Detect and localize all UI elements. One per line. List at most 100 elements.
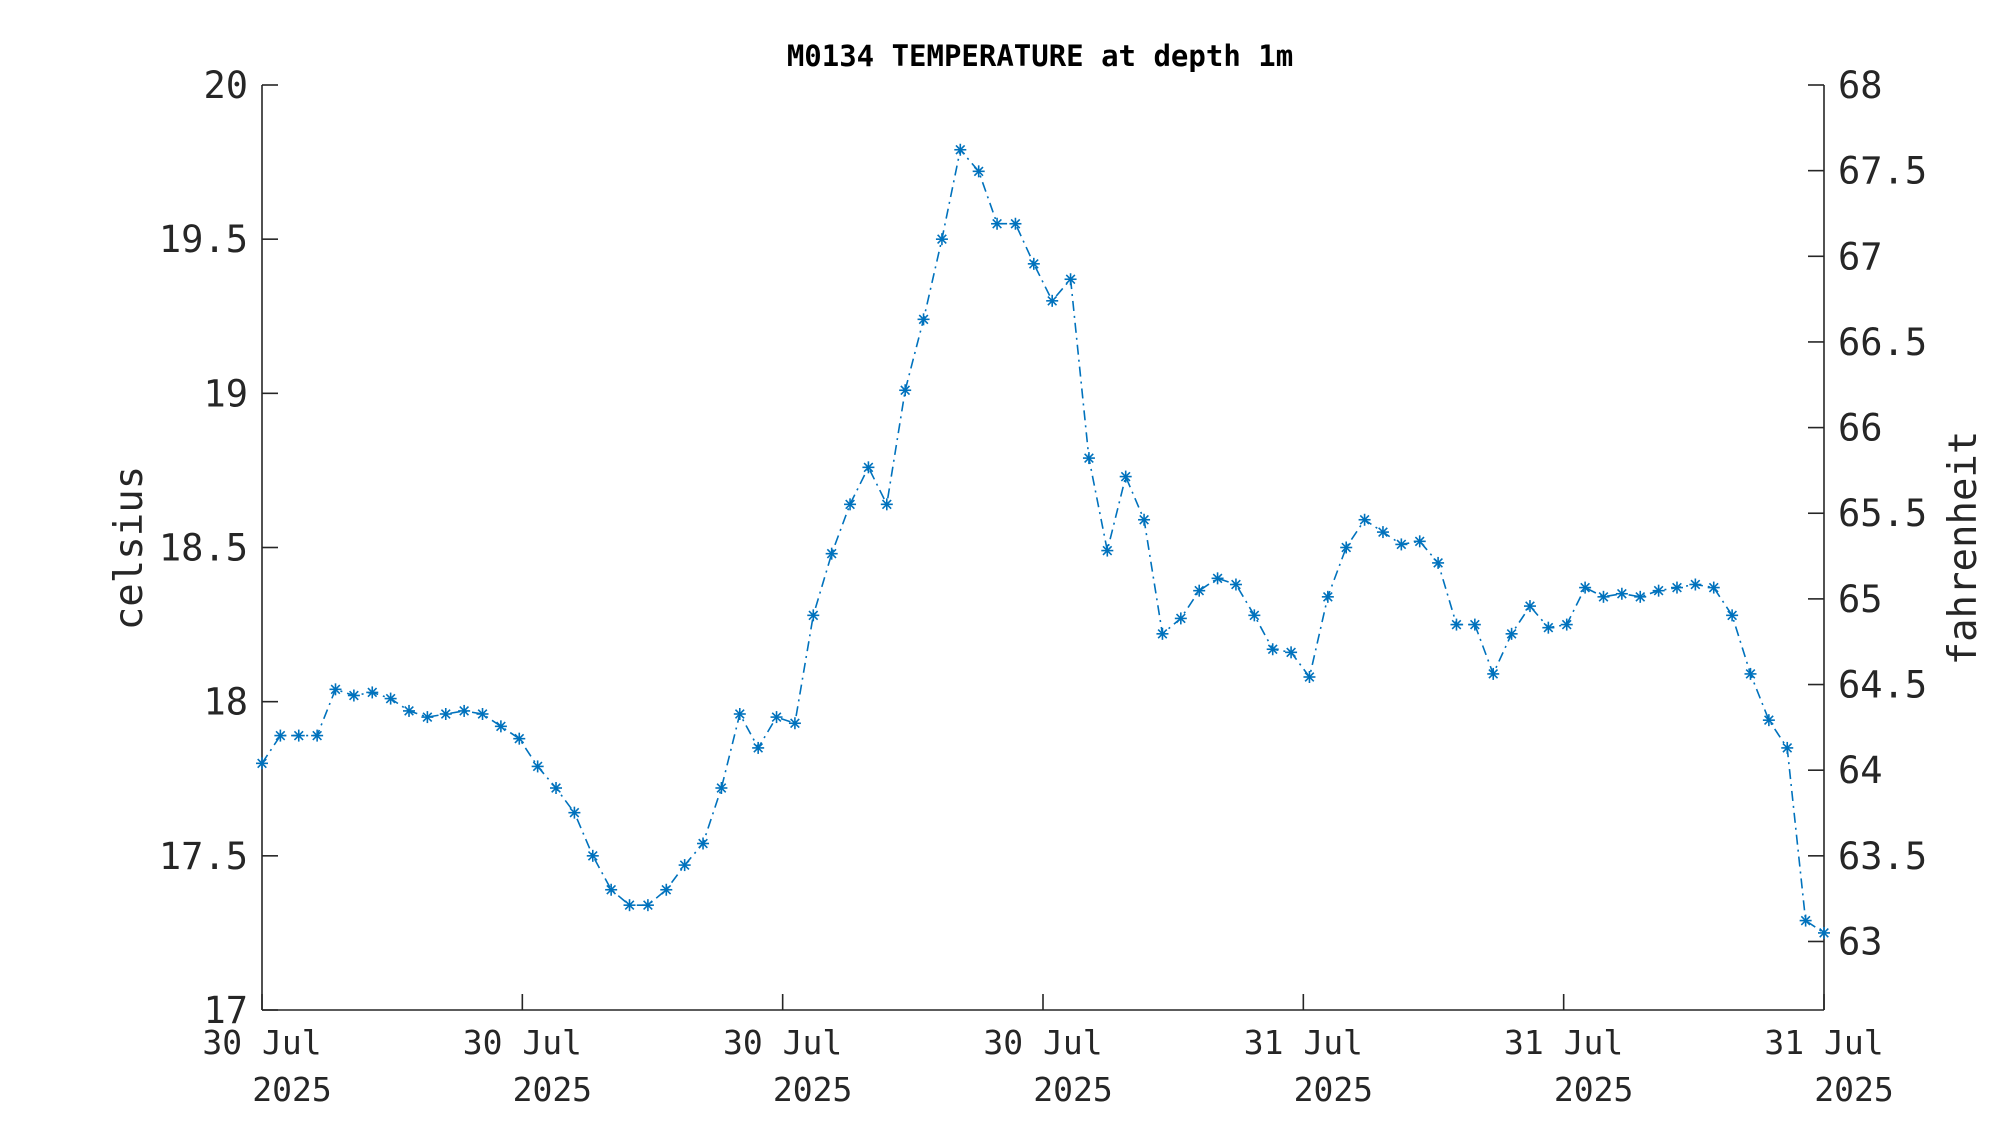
x-tick-label-year: 2025 <box>252 1070 331 1109</box>
data-point <box>1523 600 1536 613</box>
data-point <box>1174 612 1187 625</box>
data-point <box>1229 578 1242 591</box>
data-point <box>1395 538 1408 551</box>
y2-tick-label: 67.5 <box>1838 150 1927 193</box>
data-point <box>1138 513 1151 526</box>
y2-tick-label: 63 <box>1838 920 1883 963</box>
data-point <box>825 547 838 560</box>
data-point <box>1670 581 1683 594</box>
data-point <box>531 760 544 773</box>
x-tick-label: 31 Jul 2025 <box>1244 1023 1373 1109</box>
x-tick-label-date: 30 Jul <box>463 1023 582 1062</box>
data-point <box>329 683 342 696</box>
x-tick-label-date: 30 Jul <box>202 1023 321 1062</box>
data-point <box>844 498 857 511</box>
data-point <box>494 720 507 733</box>
x-tick-label-year: 2025 <box>1554 1070 1633 1109</box>
data-point <box>1413 535 1426 548</box>
y-tick-label: 17.5 <box>159 835 248 878</box>
data-point <box>1615 587 1628 600</box>
data-point <box>1358 513 1371 526</box>
data-point <box>697 837 710 850</box>
data-point <box>1009 217 1022 230</box>
y-tick-label: 20 <box>203 64 248 107</box>
x-tick-label-date: 30 Jul <box>983 1023 1102 1062</box>
y-tick-label: 17 <box>203 989 248 1032</box>
data-point <box>1082 452 1095 465</box>
data-point <box>1468 618 1481 631</box>
data-point <box>1505 627 1518 640</box>
data-point <box>880 498 893 511</box>
data-point <box>1634 590 1647 603</box>
data-point <box>1340 541 1353 554</box>
x-tick-label: 30 Jul 2025 <box>723 1023 852 1109</box>
data-point <box>1818 926 1830 939</box>
data-point <box>439 708 452 720</box>
data-point <box>770 711 783 724</box>
x-tick-label: 31 Jul 2025 <box>1764 1023 1893 1109</box>
data-point <box>292 729 305 742</box>
data-point <box>274 729 287 742</box>
y2-tick-label: 64.5 <box>1838 664 1927 707</box>
y2-tick-label: 63.5 <box>1838 835 1927 878</box>
x-tick-label: 30 Jul 2025 <box>463 1023 592 1109</box>
data-point <box>366 686 379 699</box>
data-point <box>403 704 416 717</box>
data-point <box>1211 572 1224 585</box>
y2-tick-label: 67 <box>1838 235 1883 278</box>
y-axis-left-ticks: 17 17.5 18 18.5 19 19.5 20 <box>159 64 278 1032</box>
plot-area <box>262 85 1824 1010</box>
data-point <box>807 609 820 622</box>
data-point <box>1450 618 1463 631</box>
data-point <box>1119 470 1132 483</box>
y-axis-left-title: celsius <box>107 466 152 630</box>
y2-tick-label: 64 <box>1838 749 1883 792</box>
data-point <box>1376 526 1389 539</box>
data-point <box>1689 578 1702 591</box>
x-tick-label-date: 31 Jul <box>1764 1023 1883 1062</box>
data-point <box>605 883 618 896</box>
x-tick-label: 30 Jul 2025 <box>202 1023 331 1109</box>
data-point <box>1762 714 1775 727</box>
y-tick-label: 18 <box>203 681 248 724</box>
data-point <box>586 849 599 862</box>
data-point <box>1707 581 1720 594</box>
data-point <box>1193 584 1206 597</box>
data-point <box>1064 273 1077 286</box>
data-point <box>935 233 948 246</box>
data-point <box>972 165 985 178</box>
data-point <box>678 859 691 872</box>
x-tick-label-year: 2025 <box>1033 1070 1112 1109</box>
x-tick-label-date: 31 Jul <box>1244 1023 1363 1062</box>
x-tick-label: 30 Jul 2025 <box>983 1023 1112 1109</box>
data-point <box>1487 667 1500 680</box>
y2-tick-label: 68 <box>1838 64 1883 107</box>
data-point <box>1744 667 1757 680</box>
data-point <box>1652 584 1665 597</box>
y-tick-label: 18.5 <box>159 527 248 570</box>
data-point <box>1285 646 1298 659</box>
series-line <box>261 148 1825 934</box>
data-point <box>256 757 268 770</box>
data-point <box>1799 914 1812 927</box>
data-point <box>954 143 967 156</box>
y2-tick-label: 65 <box>1838 578 1883 621</box>
data-point <box>862 461 875 474</box>
data-point <box>917 313 930 326</box>
data-point <box>1101 544 1114 557</box>
data-point <box>458 704 471 717</box>
data-point <box>384 692 397 705</box>
x-tick-label: 31 Jul 2025 <box>1504 1023 1633 1109</box>
data-point <box>1781 741 1794 754</box>
data-point <box>1248 609 1261 622</box>
x-axis-ticks: 30 Jul 2025 30 Jul 2025 30 Jul 2025 30 Jul 2025… <box>202 994 1894 1109</box>
x-tick-label-year: 2025 <box>1814 1070 1893 1109</box>
y-axis-right-title: fahrenheit <box>1941 431 1986 666</box>
y2-tick-label: 65.5 <box>1838 492 1927 535</box>
data-point <box>899 384 912 397</box>
data-point <box>347 689 360 702</box>
data-point <box>752 741 765 754</box>
y2-tick-label: 66 <box>1838 407 1883 450</box>
data-point <box>513 732 526 745</box>
